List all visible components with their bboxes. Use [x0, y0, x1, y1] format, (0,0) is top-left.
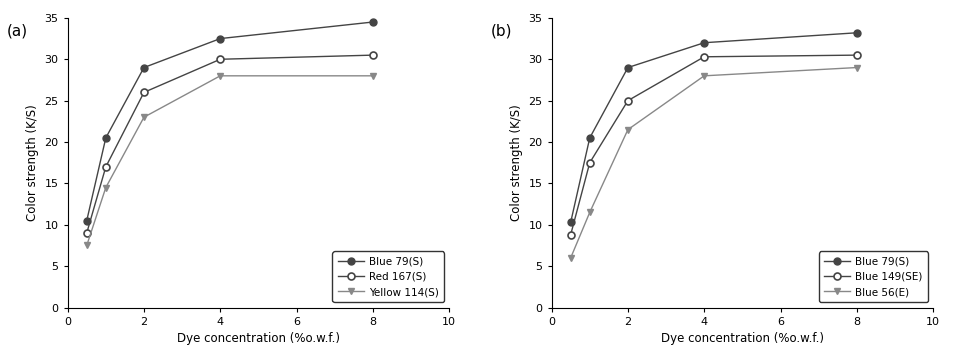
Line: Yellow 114(S): Yellow 114(S) — [83, 73, 375, 249]
Blue 149(SE) — [564, 233, 576, 237]
Blue 149(SE) — [621, 98, 633, 103]
Blue 56(E) — [564, 256, 576, 260]
Blue 56(E) — [583, 210, 595, 215]
Blue 79(S) — [100, 136, 112, 140]
Y-axis label: Color strength (K/S): Color strength (K/S) — [26, 104, 39, 221]
Blue 56(E) — [698, 74, 709, 78]
Blue 79(S) — [850, 31, 862, 35]
Text: (a): (a) — [7, 24, 28, 39]
Red 167(S) — [214, 57, 226, 61]
Red 167(S) — [81, 231, 92, 235]
Line: Blue 56(E): Blue 56(E) — [567, 64, 860, 261]
Yellow 114(S) — [138, 115, 150, 119]
Blue 149(SE) — [583, 160, 595, 165]
Blue 149(SE) — [698, 55, 709, 59]
Blue 79(S) — [621, 65, 633, 70]
Yellow 114(S) — [214, 74, 226, 78]
Line: Blue 149(SE): Blue 149(SE) — [567, 52, 860, 238]
Line: Red 167(S): Red 167(S) — [83, 52, 375, 237]
X-axis label: Dye concentration (%o.w.f.): Dye concentration (%o.w.f.) — [660, 332, 823, 345]
Legend: Blue 79(S), Blue 149(SE), Blue 56(E): Blue 79(S), Blue 149(SE), Blue 56(E) — [818, 252, 927, 302]
Yellow 114(S) — [367, 74, 378, 78]
Text: (b): (b) — [490, 24, 512, 39]
Red 167(S) — [138, 90, 150, 94]
Blue 79(S) — [367, 20, 378, 24]
Blue 56(E) — [850, 65, 862, 70]
Blue 79(S) — [583, 136, 595, 140]
Red 167(S) — [367, 53, 378, 57]
Legend: Blue 79(S), Red 167(S), Yellow 114(S): Blue 79(S), Red 167(S), Yellow 114(S) — [332, 252, 443, 302]
Blue 79(S) — [81, 219, 92, 223]
Red 167(S) — [100, 165, 112, 169]
Yellow 114(S) — [100, 185, 112, 190]
Y-axis label: Color strength (K/S): Color strength (K/S) — [509, 104, 522, 221]
Blue 79(S) — [564, 220, 576, 224]
Blue 56(E) — [621, 127, 633, 132]
Blue 79(S) — [138, 65, 150, 70]
Line: Blue 79(S): Blue 79(S) — [567, 29, 860, 226]
Yellow 114(S) — [81, 243, 92, 248]
X-axis label: Dye concentration (%o.w.f.): Dye concentration (%o.w.f.) — [176, 332, 339, 345]
Line: Blue 79(S): Blue 79(S) — [83, 19, 375, 224]
Blue 79(S) — [214, 36, 226, 41]
Blue 149(SE) — [850, 53, 862, 57]
Blue 79(S) — [698, 41, 709, 45]
